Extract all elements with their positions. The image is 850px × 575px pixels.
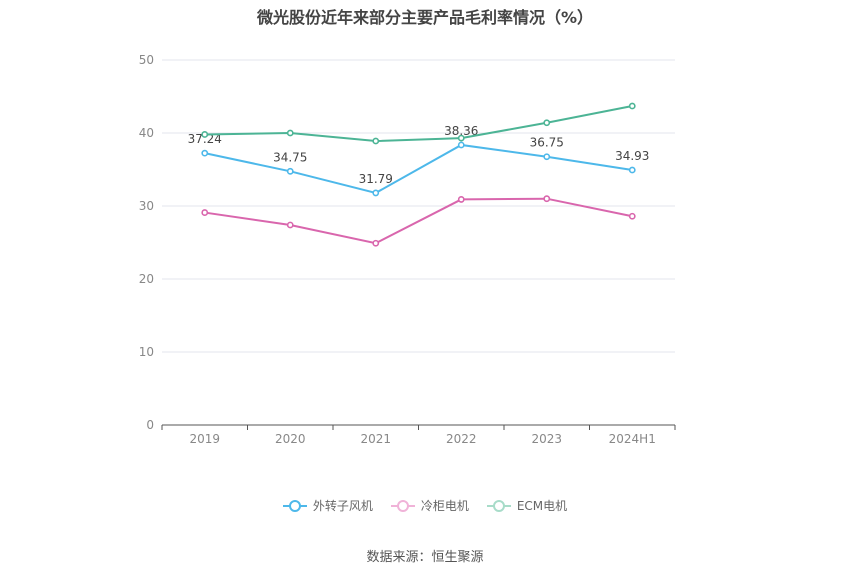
data-point — [372, 137, 380, 145]
y-tick-label: 30 — [139, 199, 154, 213]
legend-line-icon — [390, 499, 415, 512]
data-point — [628, 166, 636, 174]
data-label: 38.36 — [444, 124, 478, 138]
series-line — [204, 143, 633, 195]
legend-line-icon — [486, 499, 511, 512]
legend-label: 外转子风机 — [312, 499, 373, 513]
x-tick-label: 2019 — [189, 432, 220, 446]
data-point — [372, 239, 380, 247]
data-point — [628, 212, 636, 220]
data-source-note: 数据来源：恒生聚源 — [366, 550, 484, 565]
x-tick-label: 2023 — [531, 432, 562, 446]
x-tick-label: 2021 — [360, 432, 391, 446]
y-tick-label: 0 — [146, 418, 154, 432]
data-point — [286, 167, 294, 175]
series-line — [204, 105, 633, 143]
data-label: 37.24 — [188, 132, 222, 146]
legend-label: ECM电机 — [516, 499, 568, 513]
data-point — [457, 196, 465, 203]
chart-legend: 外转子风机 冷柜电机 ECM电机 — [0, 497, 850, 514]
data-label: 36.75 — [530, 136, 564, 150]
data-point — [286, 129, 294, 137]
data-label: 31.79 — [359, 172, 393, 186]
data-point — [457, 141, 465, 149]
legend-line-icon — [282, 499, 307, 512]
data-point — [628, 102, 636, 110]
data-point — [201, 149, 209, 157]
x-tick-label: 2024H1 — [609, 432, 656, 446]
data-label: 34.75 — [273, 150, 307, 164]
data-point — [457, 134, 465, 142]
data-point — [201, 131, 209, 138]
data-point — [543, 195, 551, 203]
y-tick-label: 10 — [139, 345, 154, 359]
y-tick-label: 50 — [139, 53, 154, 67]
legend-item-outer-rotor-fan[interactable]: 外转子风机 — [282, 497, 373, 514]
data-point — [372, 189, 380, 197]
y-tick-label: 20 — [139, 272, 154, 286]
legend-item-freezer-motor[interactable]: 冷柜电机 — [390, 497, 469, 514]
chart-title: 微光股份近年来部分主要产品毛利率情况（%） — [256, 8, 594, 27]
x-tick-label: 2022 — [446, 432, 477, 446]
legend-label: 冷柜电机 — [420, 499, 469, 513]
series-line — [204, 197, 633, 245]
data-point — [543, 119, 551, 127]
data-point — [201, 209, 209, 216]
data-point — [286, 221, 294, 229]
data-point — [543, 153, 551, 161]
data-label: 34.93 — [615, 149, 649, 163]
y-tick-label: 40 — [139, 126, 154, 140]
x-tick-label: 2020 — [275, 432, 306, 446]
legend-item-ecm-motor[interactable]: ECM电机 — [486, 497, 568, 514]
